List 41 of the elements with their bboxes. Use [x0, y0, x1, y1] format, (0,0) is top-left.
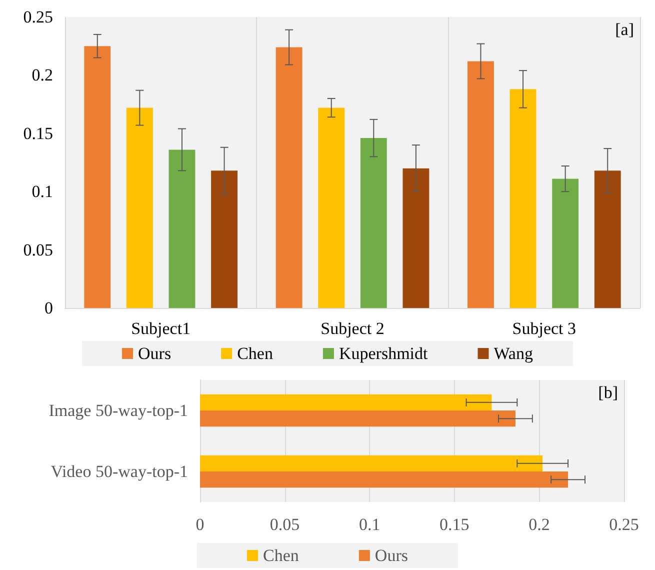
bar	[552, 178, 579, 308]
y-tick-label: 0.2	[32, 66, 53, 85]
bar	[126, 108, 153, 308]
bar	[276, 47, 302, 308]
legend-label: Ours	[138, 344, 172, 363]
bar	[402, 168, 430, 308]
bar	[200, 394, 492, 410]
x-tick-label: 0.25	[609, 515, 639, 534]
bar	[200, 410, 516, 427]
y-tick-label: Image 50-way-top-1	[48, 401, 188, 420]
bar	[168, 150, 196, 308]
bar	[360, 138, 387, 308]
y-tick-label: 0	[44, 298, 53, 318]
bar	[318, 108, 345, 308]
legend-label: Chen	[263, 546, 300, 565]
y-tick-label: 0.1	[32, 182, 53, 202]
x-tick-label: Subject 3	[512, 319, 576, 338]
bar	[211, 170, 238, 308]
bar	[510, 89, 536, 308]
bar	[200, 472, 568, 488]
annotation: [b]	[598, 383, 618, 402]
bar	[594, 170, 621, 308]
x-tick-label: 0.15	[440, 515, 470, 534]
legend-label: Wang	[494, 344, 534, 363]
y-tick-label: Video 50-way-top-1	[50, 462, 188, 481]
annotation: [a]	[615, 20, 634, 39]
x-tick-label: 0.05	[270, 515, 300, 534]
legend-label: Kupershmidt	[338, 344, 428, 363]
bar	[84, 46, 111, 308]
x-tick-label: 0	[196, 515, 204, 534]
bar	[200, 455, 543, 472]
x-tick-label: Subject 2	[320, 319, 384, 338]
x-tick-label: 0.2	[528, 515, 550, 534]
legend-label: Chen	[237, 344, 274, 363]
x-tick-label: 0.1	[358, 515, 380, 534]
y-tick-label: 0.05	[23, 240, 53, 260]
y-tick-label: 0.25	[23, 8, 53, 26]
x-tick-label: Subject1	[131, 319, 191, 338]
bar	[468, 61, 494, 308]
legend-label: Ours	[374, 546, 408, 565]
y-tick-label: 0.15	[23, 124, 53, 143]
